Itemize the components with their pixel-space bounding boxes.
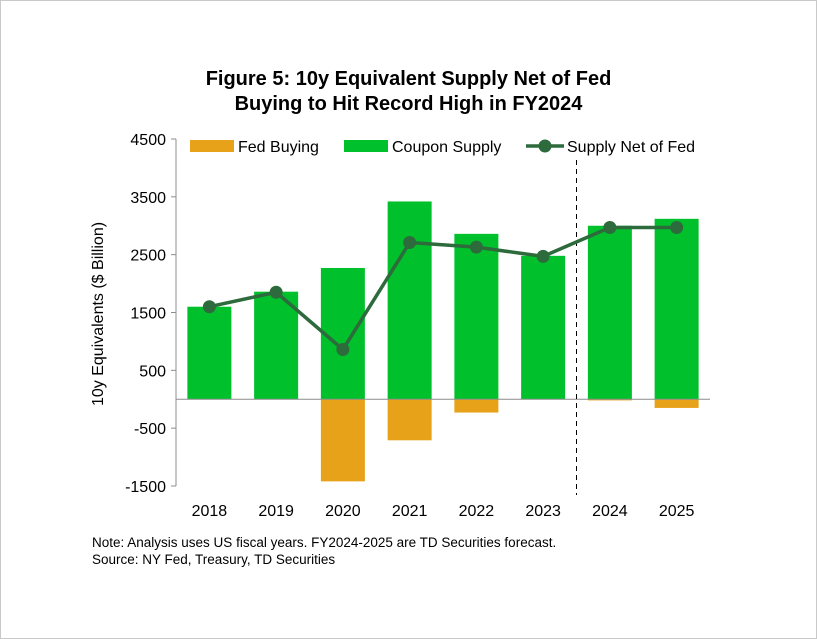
y-tick-label: 1500 (130, 306, 166, 323)
x-tick-label: 2023 (525, 503, 561, 520)
bar-coupon-supply-2019 (254, 291, 299, 400)
note-text: Note: Analysis uses US fiscal years. FY2… (92, 535, 557, 550)
x-tick-label: 2018 (192, 503, 228, 520)
point-2025 (670, 220, 684, 234)
x-tick-label: 2022 (459, 503, 495, 520)
bar-fed-buying-2024 (587, 399, 632, 401)
chart-title-line2: Buying to Hit Record High in FY2024 (234, 93, 583, 115)
point-2019 (269, 285, 283, 299)
legend-swatch-coupon-supply (344, 140, 388, 152)
point-2021 (403, 236, 417, 250)
legend-label-fed-buying: Fed Buying (238, 139, 319, 156)
legend: Fed Buying Coupon Supply Supply Net of Fed (190, 139, 695, 156)
bar-coupon-supply-2024 (587, 225, 632, 400)
x-tick-label: 2025 (659, 503, 695, 520)
point-2024 (603, 220, 617, 234)
legend-label-supply-net-of-fed: Supply Net of Fed (567, 139, 695, 156)
legend-label-coupon-supply: Coupon Supply (392, 139, 501, 156)
chart-title-line1: Figure 5: 10y Equivalent Supply Net of F… (205, 68, 612, 90)
y-tick-label: 4500 (130, 132, 166, 149)
line-layer (202, 220, 684, 357)
point-2023 (536, 249, 550, 263)
series-line-supply-net-of-fed (209, 225, 677, 352)
y-axis-label: 10y Equivalents ($ Billion) (90, 222, 107, 406)
bar-fed-buying-2021 (387, 399, 432, 441)
axes-layer: -1500 -500 500 1500 2500 3500 4500 2018 2019 2020… (125, 132, 710, 520)
bars-layer (187, 201, 699, 482)
point-2022 (469, 240, 483, 254)
y-tick-label: 500 (139, 363, 166, 380)
point-2018 (202, 300, 216, 314)
bar-coupon-supply-2025 (654, 218, 699, 400)
source-text: Source: NY Fed, Treasury, TD Securities (92, 552, 336, 567)
bar-coupon-supply-2022 (454, 233, 499, 400)
bar-fed-buying-2022 (454, 399, 499, 413)
y-tick-label: 3500 (130, 190, 166, 207)
legend-swatch-marker-supply-net-of-fed (538, 139, 552, 153)
bar-coupon-supply-2021 (387, 201, 432, 400)
bar-coupon-supply-2018 (187, 306, 232, 400)
x-tick-label: 2019 (258, 503, 294, 520)
y-tick-label: -500 (134, 421, 166, 438)
x-tick-label: 2020 (325, 503, 361, 520)
bar-coupon-supply-2023 (521, 255, 566, 400)
point-2020 (336, 343, 350, 357)
x-tick-label: 2021 (392, 503, 428, 520)
x-tick-label: 2024 (592, 503, 628, 520)
y-tick-label: -1500 (125, 479, 166, 496)
bar-fed-buying-2020 (320, 399, 365, 482)
y-tick-label: 2500 (130, 248, 166, 265)
legend-swatch-fed-buying (190, 140, 234, 152)
bar-fed-buying-2025 (654, 399, 699, 408)
bar-coupon-supply-2020 (320, 267, 365, 400)
